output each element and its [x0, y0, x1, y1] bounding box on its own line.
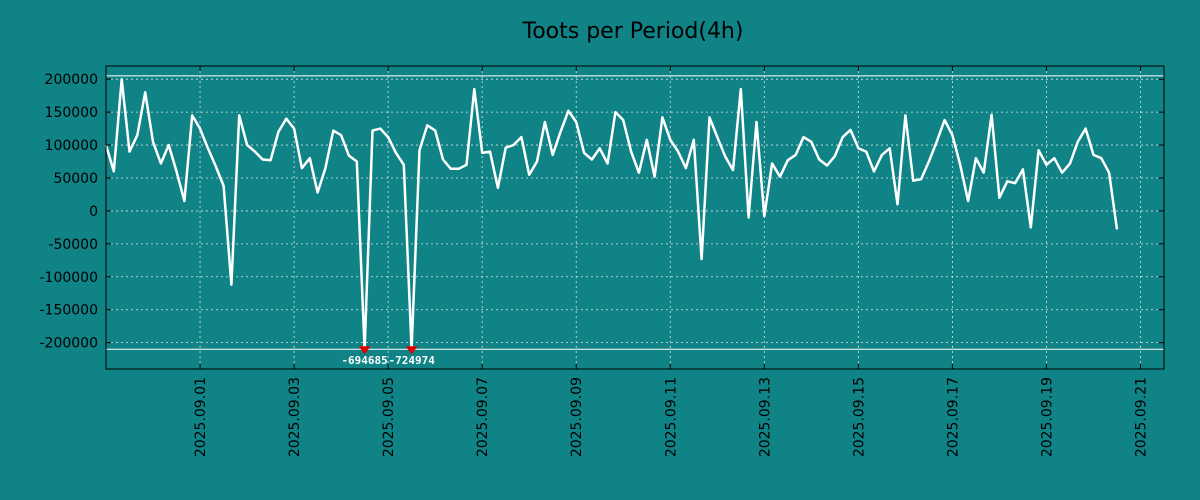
y-tick-label: -50000: [48, 237, 98, 253]
y-axis: 200000 150000 100000 50000 0 -50000 -100000 -15…: [40, 72, 1164, 352]
y-tick-label: 0: [89, 204, 98, 220]
grid-lines: [106, 66, 1164, 369]
x-tick-label: 2025.09.03: [287, 377, 303, 457]
y-tick-label: -150000: [40, 303, 99, 319]
y-tick-label: 100000: [45, 138, 98, 154]
clip-marker-label: -694685: [341, 354, 387, 367]
y-tick-label: 150000: [45, 105, 98, 121]
data-series: [104, 77, 1119, 351]
x-axis: 2025.09.01 2025.09.03 2025.09.05 2025.09.07…: [193, 66, 1149, 457]
x-tick-label: 2025.09.01: [193, 377, 209, 457]
clip-marker-icon: [405, 346, 418, 355]
series-line: [104, 77, 1119, 351]
x-tick-label: 2025.09.19: [1039, 377, 1055, 457]
y-tick-label: 200000: [45, 72, 98, 88]
clipped-value-markers: -694685 -724974: [341, 346, 435, 367]
chart-title: Toots per Period(4h): [522, 19, 744, 44]
x-tick-label: 2025.09.09: [569, 377, 585, 457]
clip-marker-icon: [358, 346, 371, 355]
x-tick-label: 2025.09.17: [945, 377, 961, 457]
reference-lines: [106, 75, 1164, 350]
clip-marker-label: -724974: [388, 354, 435, 367]
y-tick-label: 50000: [53, 171, 98, 187]
x-tick-label: 2025.09.15: [851, 377, 867, 457]
x-tick-label: 2025.09.07: [475, 377, 491, 457]
y-tick-label: -200000: [40, 336, 99, 352]
plot-area-frame: [105, 65, 1165, 370]
x-tick-label: 2025.09.13: [757, 377, 773, 457]
x-tick-label: 2025.09.05: [381, 377, 397, 457]
y-tick-label: -100000: [40, 270, 99, 286]
x-tick-label: 2025.09.11: [663, 377, 679, 457]
x-tick-label: 2025.09.21: [1133, 377, 1149, 457]
